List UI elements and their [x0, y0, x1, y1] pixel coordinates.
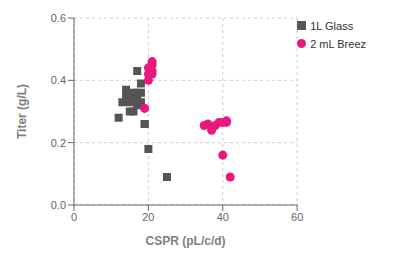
svg-text:0.4: 0.4 [51, 74, 66, 86]
svg-text:CSPR (pL/c/d): CSPR (pL/c/d) [146, 234, 226, 248]
svg-text:0.2: 0.2 [51, 137, 66, 149]
svg-text:0.0: 0.0 [51, 199, 66, 211]
html-text:2 mL Breez: 2 mL Breez [310, 38, 366, 50]
svg-text:0: 0 [71, 211, 77, 223]
html-text:1L Glass: 1L Glass [310, 20, 354, 32]
svg-text:0.6: 0.6 [51, 12, 66, 24]
svg-text:40: 40 [217, 211, 229, 223]
svg-text:20: 20 [142, 211, 154, 223]
svg-text:Titer (g/L): Titer (g/L) [15, 84, 29, 139]
svg-text:60: 60 [291, 211, 303, 223]
